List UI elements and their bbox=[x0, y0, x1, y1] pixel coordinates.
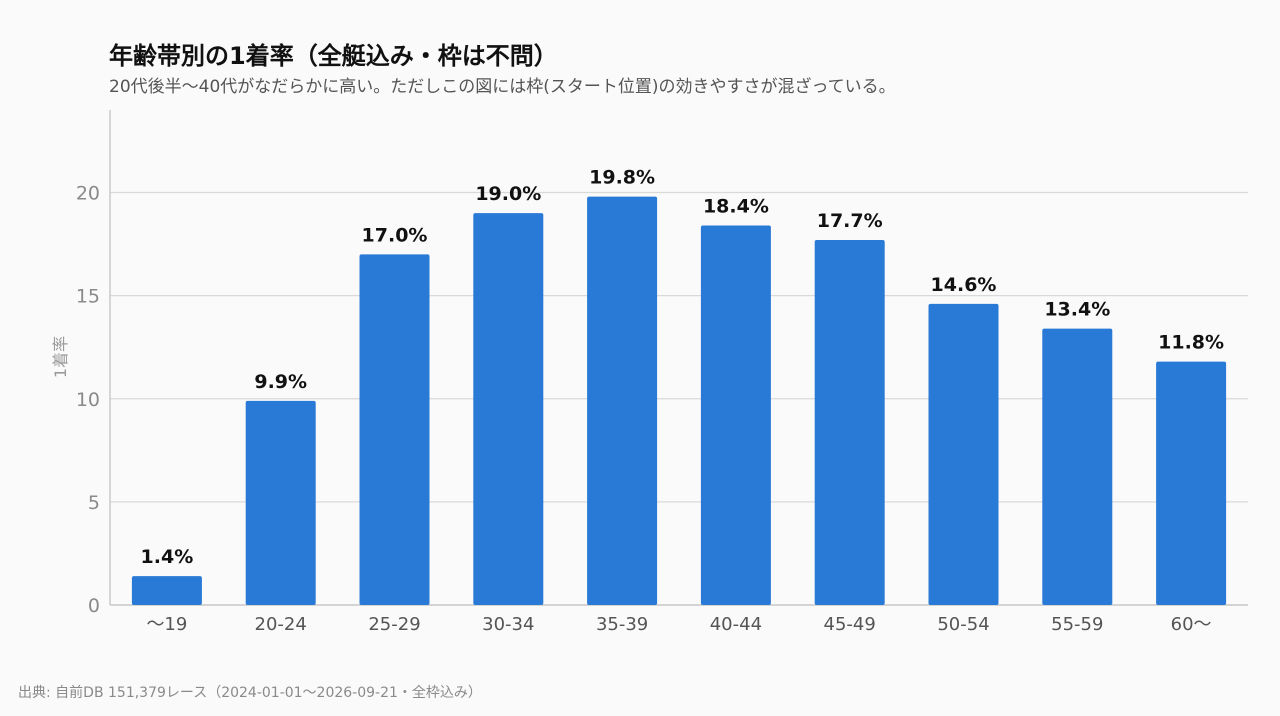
data-label: 18.4% bbox=[703, 196, 769, 218]
data-label: 11.8% bbox=[1158, 332, 1224, 354]
x-tick-label: 35-39 bbox=[596, 614, 648, 635]
bar bbox=[473, 213, 544, 605]
x-tick-label: 〜19 bbox=[146, 614, 187, 635]
bar bbox=[245, 400, 316, 605]
x-tick-label: 45-49 bbox=[824, 614, 876, 635]
bar bbox=[928, 303, 999, 605]
chart-title: 年齢帯別の1着率（全艇込み・枠は不問） bbox=[109, 42, 558, 70]
x-tick-label: 60〜 bbox=[1171, 614, 1212, 635]
bar bbox=[700, 225, 771, 605]
x-tick-label: 30-34 bbox=[482, 614, 534, 635]
x-tick-label: 25-29 bbox=[368, 614, 420, 635]
y-tick-label: 0 bbox=[88, 595, 100, 617]
y-tick-label: 15 bbox=[76, 286, 100, 308]
data-label: 17.7% bbox=[817, 210, 883, 232]
bar bbox=[131, 576, 202, 605]
bar bbox=[359, 254, 430, 605]
data-label: 9.9% bbox=[254, 371, 307, 393]
data-label: 19.0% bbox=[475, 183, 541, 205]
source-note: 出典: 自前DB 151,379レース（2024-01-01〜2026-09-2… bbox=[18, 685, 482, 701]
data-label: 1.4% bbox=[141, 546, 194, 568]
y-axis-title: 1着率 bbox=[51, 336, 70, 378]
y-tick-label: 20 bbox=[76, 183, 100, 205]
bar bbox=[1156, 361, 1227, 605]
y-tick-label: 10 bbox=[76, 389, 100, 411]
x-tick-label: 50-54 bbox=[937, 614, 989, 635]
data-label: 19.8% bbox=[589, 167, 655, 189]
data-label: 13.4% bbox=[1044, 299, 1110, 321]
y-tick-label: 5 bbox=[88, 492, 100, 514]
chart-subtitle: 20代後半〜40代がなだらかに高い。ただしこの図には枠(スタート位置)の効きやす… bbox=[109, 77, 896, 97]
data-label: 14.6% bbox=[931, 274, 997, 296]
bar bbox=[814, 239, 885, 605]
bar bbox=[1042, 328, 1113, 605]
x-tick-label: 55-59 bbox=[1051, 614, 1103, 635]
bar bbox=[587, 196, 658, 605]
x-tick-label: 40-44 bbox=[710, 614, 762, 635]
x-tick-label: 20-24 bbox=[255, 614, 307, 635]
data-label: 17.0% bbox=[362, 224, 428, 246]
